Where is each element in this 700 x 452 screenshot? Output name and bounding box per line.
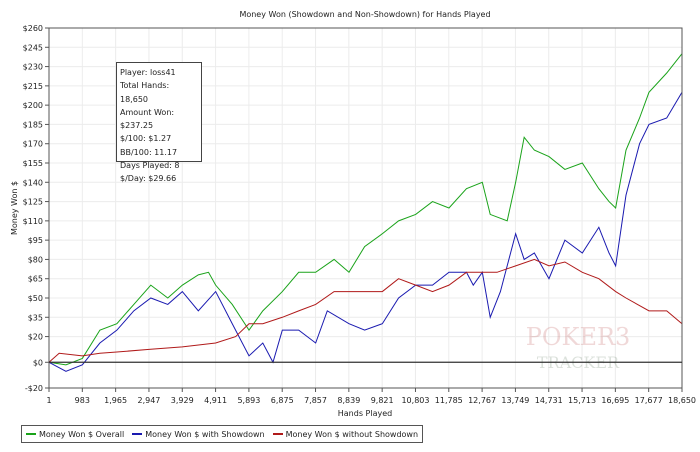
- stats-info-box: Player: loss41 Total Hands: 18,650 Amoun…: [116, 62, 202, 183]
- x-tick-label: 983: [75, 396, 90, 405]
- info-bb-100: BB/100: 11.17: [120, 147, 178, 157]
- y-tick-label: $125: [23, 198, 43, 207]
- legend-swatch: [272, 433, 283, 435]
- info-days-played: Days Played: 8: [120, 161, 180, 171]
- x-tick-label: 11,785: [435, 396, 463, 405]
- info-player: Player: loss41: [120, 68, 176, 77]
- info-amount-won: Amount Won: $237.25: [120, 107, 175, 131]
- y-tick-label: $230: [23, 63, 43, 72]
- x-tick-label: 9,821: [371, 396, 394, 405]
- series-line-2: [48, 258, 683, 363]
- info-per-100: $/100: $1.27: [120, 134, 172, 144]
- legend-swatch: [26, 433, 36, 435]
- x-axis-label: Hands Played: [338, 409, 392, 418]
- x-tick-label: 4,911: [204, 396, 227, 405]
- y-tick-label: $50: [28, 294, 43, 303]
- x-tick-label: 17,677: [635, 396, 663, 405]
- legend-label: Money Won $ without Showdown: [285, 429, 419, 439]
- x-tick-label: 16,695: [601, 396, 629, 405]
- y-tick-label: $260: [23, 24, 43, 33]
- x-tick-label: 13,749: [501, 396, 529, 405]
- x-tick-label: 10,803: [401, 396, 429, 405]
- y-tick-label: $140: [23, 178, 43, 187]
- info-per-day: $/Day: $29.66: [120, 174, 177, 184]
- x-tick-label: 3,929: [171, 396, 194, 405]
- y-tick-label: $65: [28, 275, 43, 284]
- axes: -$20 $0 $20 $35 $50 $65 $80 $95 $110 $125 $140 $155…: [23, 24, 696, 405]
- y-tick-label: $170: [23, 140, 43, 149]
- legend-item-overall: Money Won $ Overall: [26, 430, 124, 439]
- y-tick-label: $155: [23, 159, 43, 168]
- series-line-1: [48, 92, 683, 372]
- x-tick-label: 7,857: [304, 396, 327, 405]
- series-group: [48, 53, 683, 372]
- legend: Money Won $ Overall Money Won $ with Sho…: [21, 425, 424, 443]
- x-tick-label: 1,965: [104, 396, 127, 405]
- x-tick-label: 14,731: [535, 396, 563, 405]
- y-tick-label: $185: [23, 120, 43, 129]
- x-tick-label: 6,875: [271, 396, 294, 405]
- y-tick-label: $0: [33, 358, 43, 367]
- legend-item-non-showdown: Money Won $ without Showdown: [272, 429, 419, 439]
- x-tick-label: 8,839: [337, 396, 360, 405]
- legend-swatch: [132, 433, 143, 435]
- series-line-0: [48, 53, 683, 366]
- x-tick-label: 12,767: [468, 396, 496, 405]
- watermark-logo: POKER3 TRACKER: [526, 323, 631, 372]
- info-total-hands: Total Hands: 18,650: [120, 81, 170, 104]
- y-tick-label: $200: [23, 101, 43, 110]
- plot-frame: [48, 27, 683, 389]
- x-tick-label: 15,713: [568, 396, 596, 405]
- y-tick-label: $20: [28, 333, 43, 342]
- x-tick-label: 5,893: [237, 396, 260, 405]
- y-axis-label: Money Won $: [10, 181, 19, 235]
- y-tick-label: $35: [28, 313, 43, 322]
- y-tick-label: $95: [28, 236, 43, 245]
- legend-label: Money Won $ with Showdown: [145, 429, 265, 439]
- legend-label: Money Won $ Overall: [39, 429, 125, 439]
- y-tick-label: $245: [23, 43, 43, 52]
- y-tick-label: $110: [23, 217, 43, 226]
- y-tick-label: $80: [28, 255, 43, 264]
- legend-item-showdown: Money Won $ with Showdown: [132, 429, 265, 439]
- chart-title: Money Won (Showdown and Non-Showdown) fo…: [239, 10, 490, 19]
- y-tick-label: $215: [23, 82, 43, 91]
- x-tick-label: 18,650: [668, 396, 696, 405]
- x-tick-label: 2,947: [137, 396, 160, 405]
- svg-text:POKER3: POKER3: [526, 323, 631, 351]
- x-tick-label: 1: [46, 396, 51, 405]
- y-tick-label: -$20: [25, 384, 43, 393]
